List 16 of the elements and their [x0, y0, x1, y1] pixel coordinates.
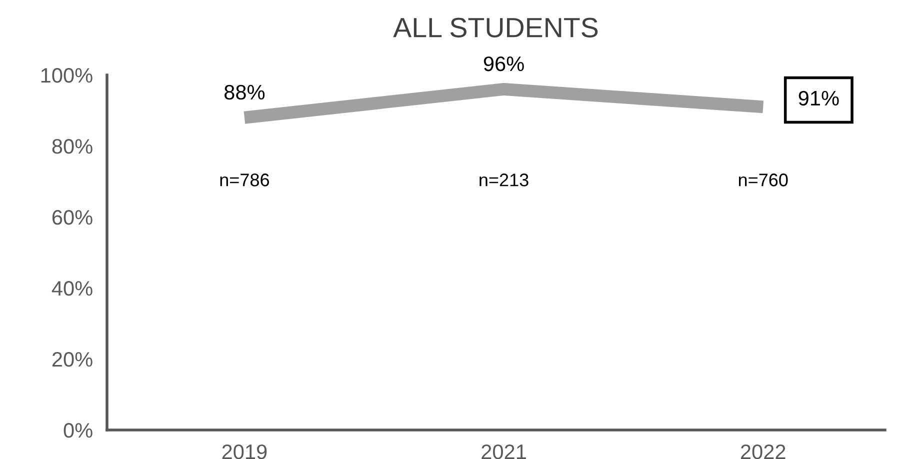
- annotation: n=213: [480, 174, 528, 186]
- text: 88%: [224, 84, 265, 100]
- annotation: n=786: [220, 174, 270, 186]
- x-tick-label: 2022: [740, 444, 786, 459]
- x-tick-label: 2019: [222, 444, 267, 459]
- y-tick-label: 60%: [52, 210, 92, 225]
- y-tick-label: 40%: [52, 281, 92, 296]
- y-tick-label: 0%: [64, 423, 92, 438]
- x-tick-label: 2021: [482, 444, 526, 459]
- y-tick-label: 20%: [52, 352, 92, 367]
- y-tick-label: 80%: [52, 139, 92, 154]
- y-tick-label: 100%: [41, 68, 92, 83]
- chart-title: ALL STUDENTS: [393, 18, 598, 38]
- annotation: n=760: [738, 174, 788, 186]
- text: 91%: [798, 90, 839, 106]
- text: 96%: [484, 56, 524, 72]
